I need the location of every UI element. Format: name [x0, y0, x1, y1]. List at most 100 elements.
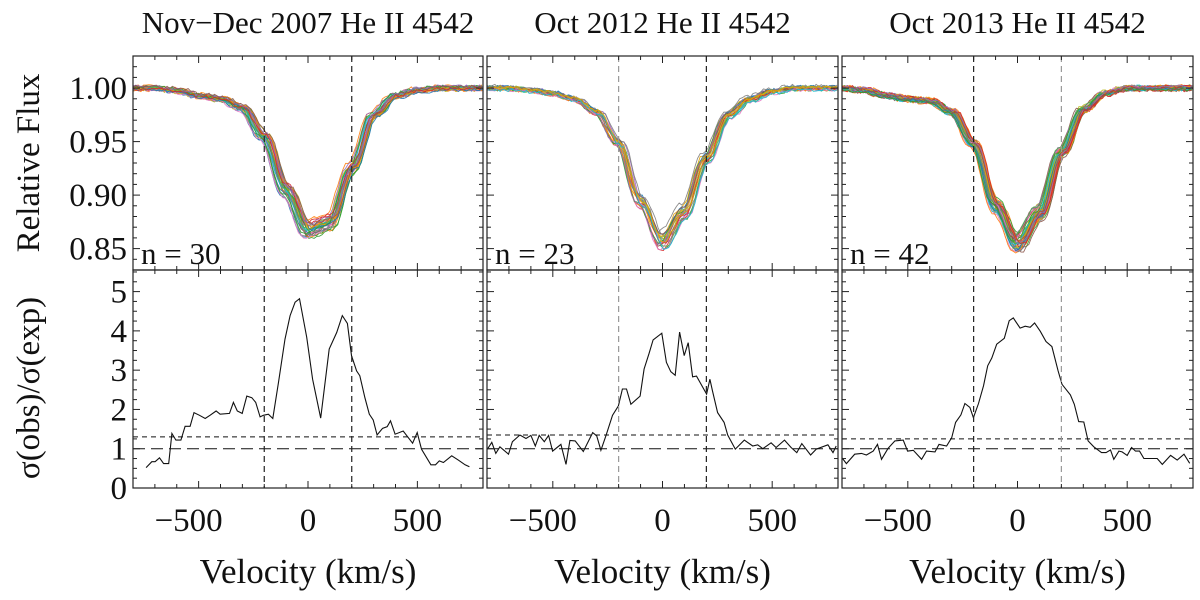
y-tick-label: 1	[111, 432, 128, 468]
plot-area	[133, 56, 483, 488]
spectrum-line	[487, 88, 838, 251]
spectrum-line	[842, 86, 1193, 238]
sigma-ratio-line	[145, 297, 470, 468]
spectrum-line	[487, 85, 838, 240]
spectrum-line	[487, 87, 838, 250]
spectrum-line	[133, 84, 483, 224]
spectrum-line	[842, 84, 1193, 253]
panel-1: Nov−Dec 2007 He II 4542 −500 0 500 Velocity …	[11, 5, 484, 591]
y-tick-label: 4	[111, 314, 128, 350]
spectrum-line	[842, 87, 1193, 249]
x-tick-label: 500	[1102, 503, 1152, 539]
spectrum-line	[842, 84, 1193, 244]
bottom-axes-frame	[132, 269, 484, 489]
spectrum-line	[133, 85, 483, 237]
spectrum-line	[842, 84, 1193, 235]
bottom-axes-frame	[486, 269, 839, 489]
x-axis-label: Velocity (km/s)	[200, 552, 417, 591]
spectrum-line	[842, 85, 1193, 252]
y-tick-label: 3	[111, 353, 128, 389]
spectrum-line	[842, 86, 1193, 245]
spectrum-line	[842, 85, 1193, 236]
panel-3: Oct 2013 He II 4542 −500 0 500 Velocity (km/…	[841, 5, 1194, 591]
y-tick-label: 0.90	[69, 178, 127, 214]
spectrum-line	[842, 84, 1193, 250]
spectrum-line	[842, 86, 1193, 251]
spectrum-line	[133, 88, 483, 231]
spectrum-line	[487, 85, 838, 243]
y-tick-label: 1.00	[69, 71, 127, 107]
spectrum-line	[133, 87, 483, 236]
spectrum-line	[842, 87, 1193, 237]
spectrum-line	[842, 86, 1193, 246]
spectrum-line	[842, 86, 1193, 244]
spectrum-line	[487, 87, 838, 243]
spectrum-line	[133, 86, 483, 224]
x-tick-label: 0	[1009, 503, 1026, 539]
spectrum-line	[842, 85, 1193, 251]
spectrum-line	[133, 87, 483, 236]
spectrum-count-label: n = 23	[495, 236, 574, 271]
spectrum-line	[487, 87, 838, 245]
spectrum-line	[487, 85, 838, 251]
spectrum-line	[842, 84, 1193, 249]
spectrum-line	[133, 87, 483, 227]
spectrum-line	[133, 85, 483, 237]
spectrum-line	[842, 85, 1193, 253]
spectrum-line	[842, 85, 1193, 239]
spectrum-line	[133, 85, 483, 232]
y-tick-label: 2	[111, 392, 128, 428]
spectrum-line	[842, 85, 1193, 240]
spectrum-line	[842, 84, 1193, 244]
spectrum-line	[487, 87, 838, 250]
spectrum-line	[842, 86, 1193, 238]
spectrum-line	[842, 84, 1193, 238]
spectrum-line	[842, 85, 1193, 238]
x-tick-label: −500	[155, 503, 223, 539]
spectrum-line	[133, 85, 483, 226]
spectrum-line	[133, 88, 483, 232]
spectrum-count-label: n = 30	[141, 236, 220, 271]
spectrum-line	[133, 87, 483, 234]
sigma-ratio-line	[487, 331, 837, 465]
x-axis-label: Velocity (km/s)	[554, 552, 771, 591]
spectrum-line	[133, 87, 483, 239]
x-tick-label: 500	[393, 503, 443, 539]
spectrum-count-label: n = 42	[850, 236, 929, 271]
x-tick-label: 0	[300, 503, 317, 539]
spectrum-line	[842, 88, 1193, 242]
spectrum-line	[133, 84, 483, 226]
spectrum-line	[487, 86, 838, 247]
spectrum-line	[487, 85, 838, 246]
spectrum-line	[842, 84, 1193, 246]
spectrum-line	[133, 85, 483, 237]
spectrum-line	[133, 86, 483, 231]
spectrum-line	[133, 84, 483, 235]
x-tick-label: 0	[654, 503, 671, 539]
spectrum-line	[487, 85, 838, 239]
spectrum-line	[842, 87, 1193, 242]
spectrum-line	[842, 86, 1193, 237]
spectrum-line	[842, 85, 1193, 234]
spectrum-line	[133, 86, 483, 230]
spectrum-line	[133, 88, 483, 238]
panel-title: Nov−Dec 2007 He II 4542	[142, 5, 475, 40]
x-tick-label: −500	[864, 503, 932, 539]
y-tick-label: 0	[111, 471, 128, 507]
spectrum-line	[842, 86, 1193, 241]
spectrum-line	[487, 87, 838, 240]
spectrum-line	[133, 87, 483, 229]
spectrum-line	[133, 86, 483, 234]
spectrum-line	[487, 83, 838, 234]
spectrum-line	[842, 84, 1193, 245]
spectrum-line	[842, 86, 1193, 246]
spectrum-line	[842, 87, 1193, 254]
spectrum-line	[133, 84, 483, 226]
spectrum-line	[133, 85, 483, 228]
spectrum-line	[842, 87, 1193, 252]
spectrum-line	[133, 86, 483, 238]
panel-title: Oct 2012 He II 4542	[534, 5, 791, 40]
spectrum-line	[842, 87, 1193, 249]
bottom-axes-frame	[841, 269, 1194, 489]
